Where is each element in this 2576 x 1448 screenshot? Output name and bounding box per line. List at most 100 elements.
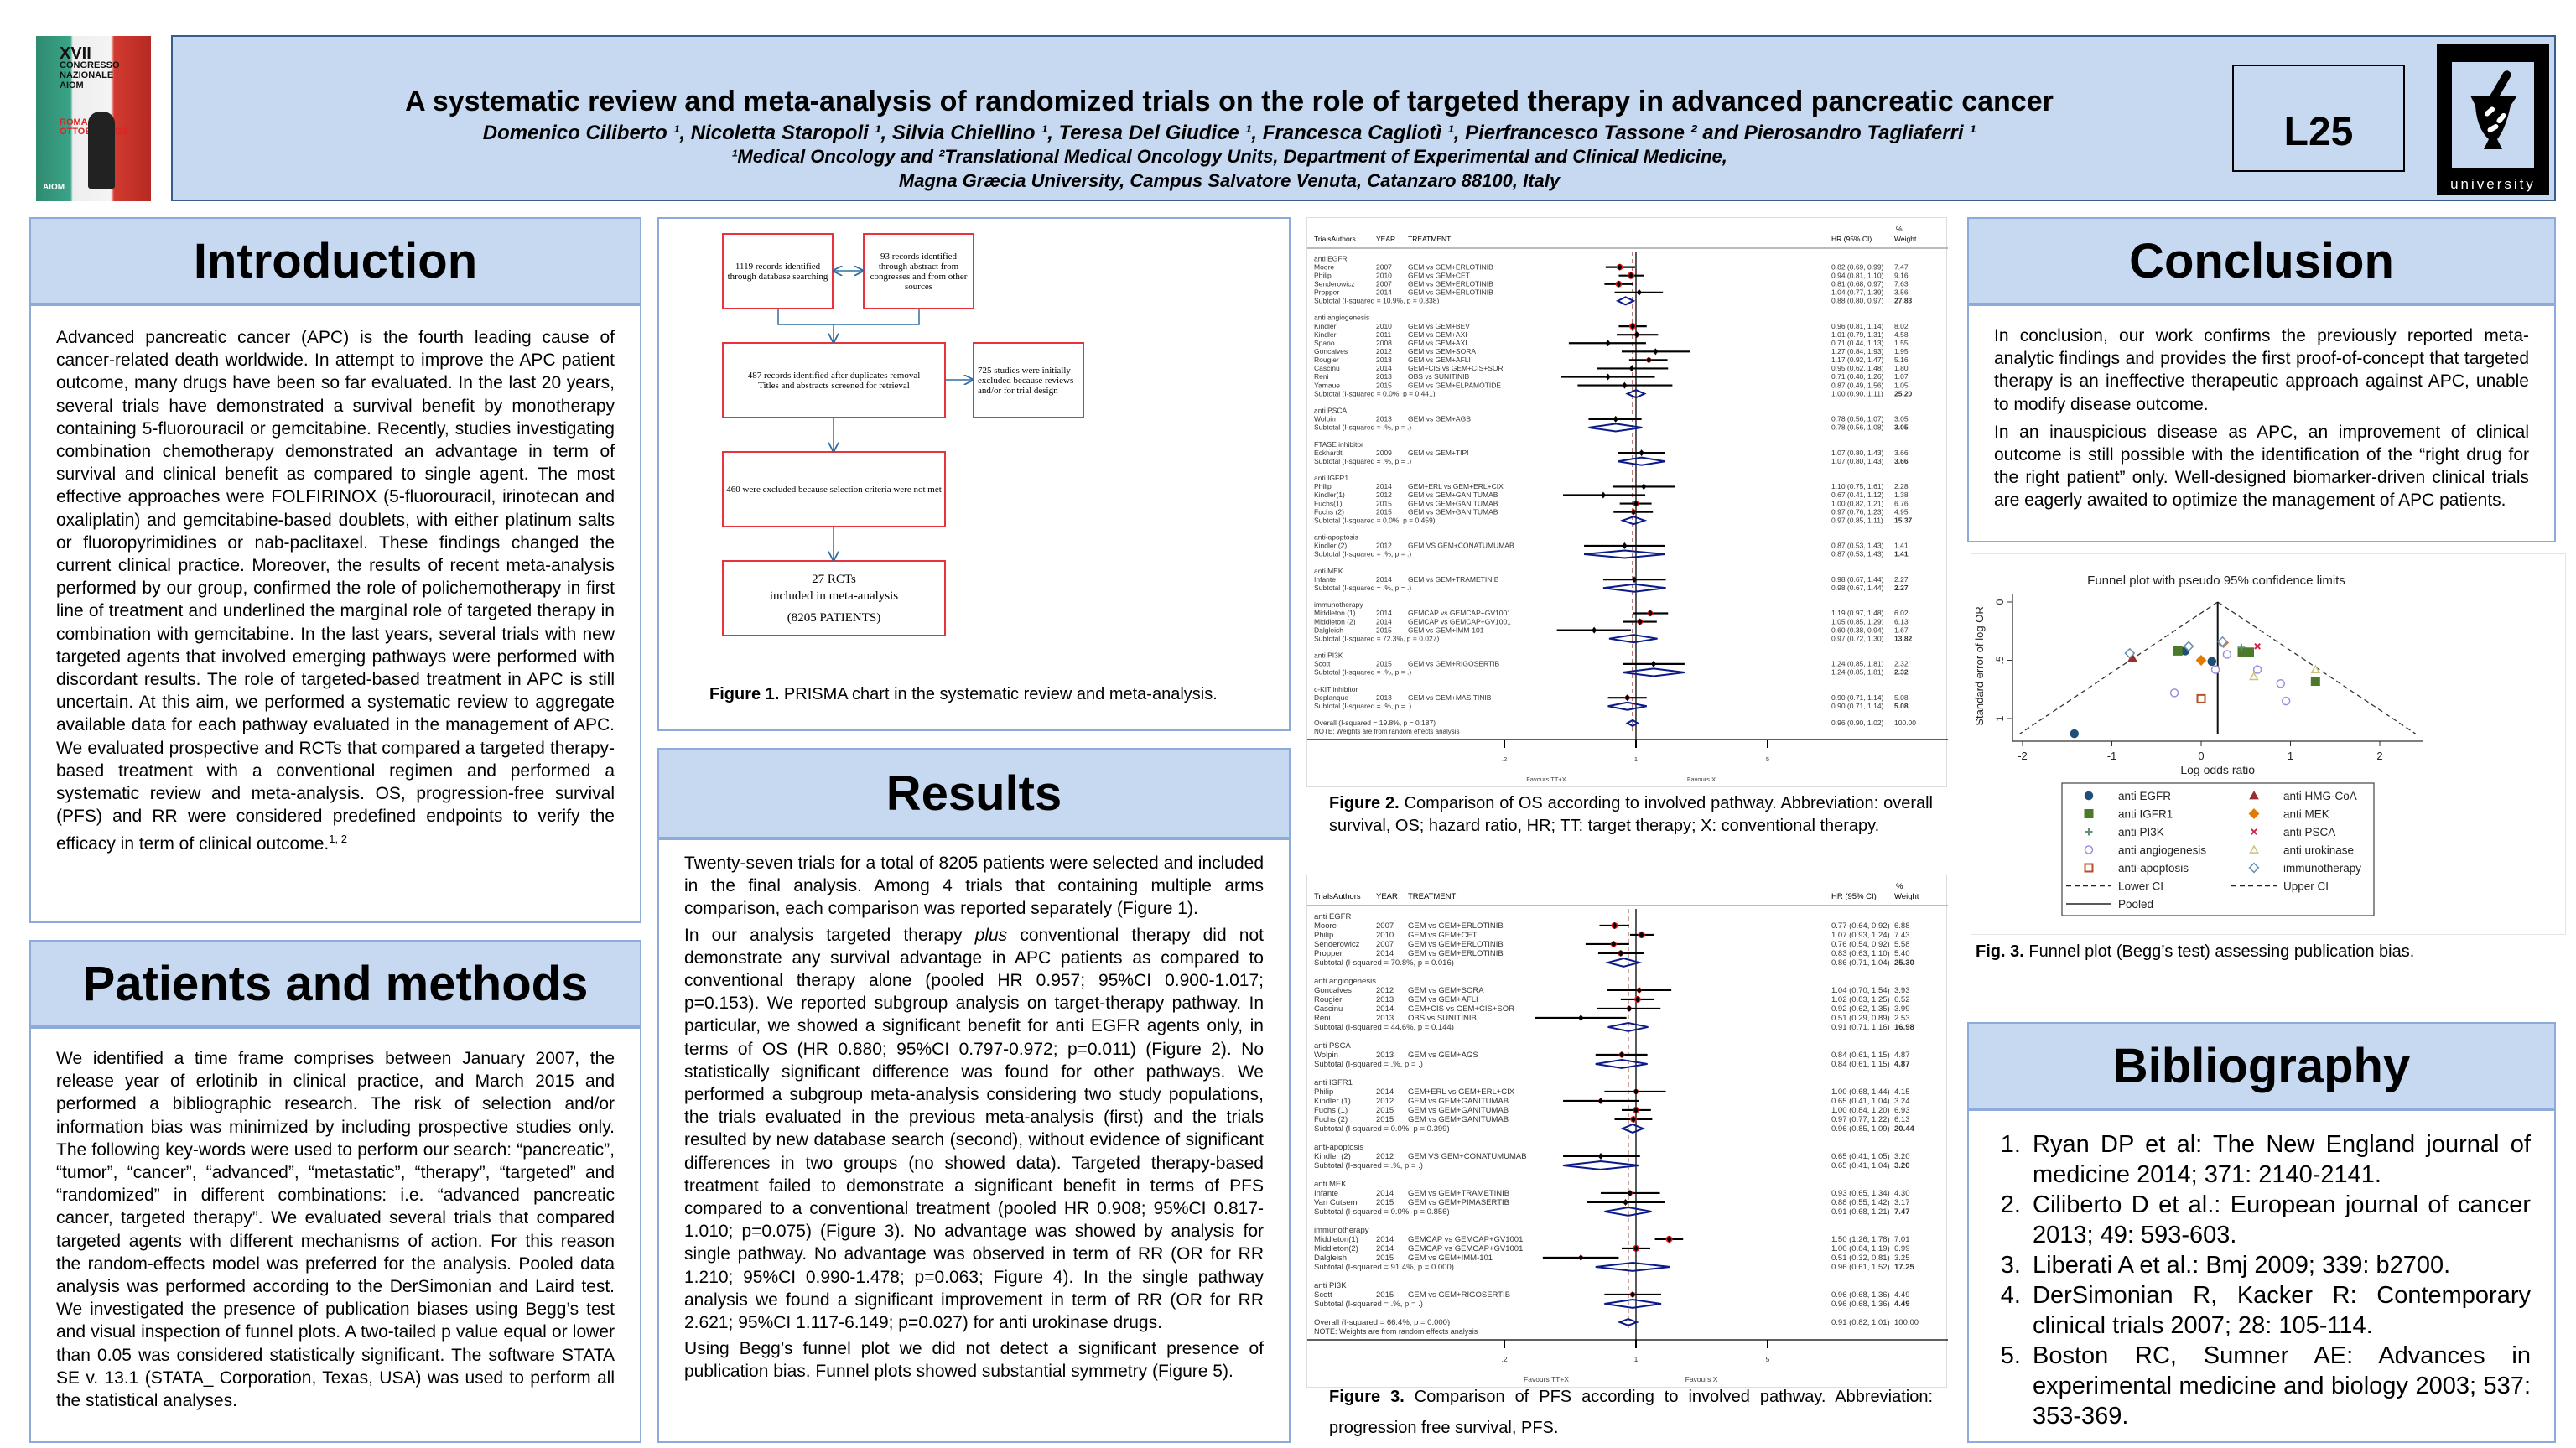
subtotal-label: Subtotal (I-squared = 0.0%, p = 0.459) [1314, 516, 1436, 524]
study-author: Middleton(2) [1314, 1244, 1358, 1253]
column-header-weight-percent: % [1896, 882, 1903, 891]
data-point [2217, 636, 2229, 647]
study-weight: 9.16 [1894, 271, 1909, 279]
data-point [2310, 664, 2321, 673]
data-point [2070, 729, 2080, 739]
prisma-text-other: 93 records identified through abstract f… [870, 251, 968, 292]
subgroup-label: anti MEK [1314, 567, 1343, 575]
subtotal-label: Subtotal (I-squared = .%, p = .) [1314, 668, 1411, 677]
effect-estimate: 1.10 (0.75, 1.61) [1831, 482, 1884, 490]
x-axis-label: Log odds ratio [2180, 763, 2255, 776]
study-author: Wolpin [1314, 415, 1336, 423]
funnel-title: Funnel plot with pseudo 95% confidence l… [2087, 573, 2345, 588]
effect-estimate: 0.96 (0.81, 1.14) [1831, 322, 1884, 330]
point-estimate [1634, 995, 1640, 1003]
study-year: 2013 [1376, 693, 1392, 702]
subtotal-label: Subtotal (I-squared = 44.6%, p = 0.144) [1314, 1023, 1454, 1032]
subtotal-label: Subtotal (I-squared = .%, p = .) [1314, 702, 1411, 710]
study-year: 2013 [1376, 1014, 1394, 1023]
subtotal-weight: 3.66 [1894, 457, 1909, 465]
study-year: 2015 [1376, 1198, 1394, 1207]
study-weight: 6.13 [1894, 617, 1909, 625]
subtotal-diamond [1620, 516, 1648, 526]
effect-estimate: 1.07 (0.80, 1.43) [1831, 457, 1884, 465]
study-author: Rougier [1314, 356, 1339, 364]
study-author: Rougier [1314, 995, 1342, 1004]
study-author: Kindler(1) [1314, 490, 1345, 499]
study-year: 2007 [1376, 921, 1394, 931]
study-treatment: GEM vs GEM+GANITUMAB [1408, 499, 1498, 507]
subgroup-label: c-KIT inhibitor [1314, 685, 1358, 693]
subgroup-label: anti-apoptosis [1314, 533, 1358, 542]
legend-marker [2249, 790, 2259, 800]
point-estimate [1592, 626, 1597, 634]
study-year: 2012 [1376, 542, 1392, 550]
point-estimate [1628, 272, 1633, 279]
effect-estimate: 1.07 (0.80, 1.43) [1831, 449, 1884, 457]
study-year: 2014 [1376, 575, 1392, 584]
effect-estimate: 0.65 (0.41, 1.04) [1831, 1161, 1890, 1170]
effect-estimate: 0.98 (0.67, 1.44) [1831, 575, 1884, 584]
overall-diamond [1625, 719, 1639, 728]
point-estimate [1616, 280, 1622, 288]
subtotal-weight: 3.05 [1894, 423, 1909, 432]
subtotal-weight: 2.32 [1894, 668, 1909, 677]
point-estimate [1623, 1198, 1628, 1206]
legend-marker [2249, 844, 2259, 854]
subgroup-label: anti-apoptosis [1314, 1143, 1363, 1152]
study-author: Goncalves [1314, 986, 1352, 995]
column-header-weight: Weight [1894, 892, 1919, 901]
study-author: Kindler [1314, 330, 1337, 339]
prisma-text-included: 27 RCTs included in meta-analysis (8205 PA… [769, 572, 899, 625]
study-year: 2014 [1376, 1004, 1394, 1014]
study-treatment: GEM vs GEM+CET [1408, 931, 1478, 940]
study-year: 2014 [1376, 1189, 1394, 1198]
study-weight: 1.41 [1894, 542, 1909, 550]
study-weight: 2.53 [1894, 1014, 1910, 1023]
effect-estimate: 0.97 (0.85, 1.11) [1831, 516, 1883, 524]
study-author: Fuchs (1) [1314, 1106, 1348, 1115]
study-author: Reni [1314, 1014, 1331, 1023]
legend-label: anti HMG-CoA [2283, 790, 2357, 802]
study-author: Fuchs (2) [1314, 507, 1344, 516]
study-year: 2012 [1376, 986, 1394, 995]
funnel-plot-figure: Funnel plot with pseudo 95% confidence l… [1971, 553, 2566, 935]
study-author: Scott [1314, 660, 1331, 668]
study-treatment: GEM vs GEM+TRAMETINIB [1408, 1189, 1509, 1198]
study-treatment: GEM+CIS vs GEM+CIS+SOR [1408, 364, 1504, 372]
subtotal-diamond [1604, 1206, 1652, 1217]
legend-marker [2248, 808, 2260, 819]
subtotal-diamond [1595, 1058, 1648, 1069]
subgroup-label: anti PI3K [1314, 651, 1343, 660]
study-author: Cascinu [1314, 1004, 1343, 1014]
subtotal-diamond [1620, 1123, 1646, 1134]
point-estimate [1617, 263, 1623, 271]
subtotal-label: Subtotal (I-squared = 70.8%, p = 0.016) [1314, 958, 1454, 968]
results-text-1: Twenty-seven trials for a total of 8205 … [684, 854, 1264, 919]
subtotal-weight: 27.83 [1894, 297, 1913, 305]
effect-estimate: 1.00 (0.84, 1.19) [1831, 1244, 1890, 1253]
study-author: Middleton (2) [1314, 617, 1356, 625]
study-treatment: GEM vs GEM+ERLOTINIB [1408, 949, 1504, 958]
study-weight: 3.66 [1894, 449, 1909, 457]
funnel-caption: Fig. 3. Funnel plot (Begg’s test) assess… [1976, 942, 2415, 961]
effect-estimate: 0.65 (0.41, 1.04) [1831, 1097, 1890, 1106]
effect-estimate: 0.97 (0.76, 1.23) [1831, 507, 1884, 516]
study-author: Fuchs (2) [1314, 1115, 1348, 1124]
subtotal-weight: 17.25 [1894, 1263, 1914, 1272]
legend-marker [2085, 828, 2093, 836]
study-year: 2009 [1376, 449, 1392, 457]
point-estimate [1605, 373, 1611, 381]
overall-label: Overall (I-squared = 19.8%, p = 0.187) [1314, 719, 1436, 727]
data-point [2173, 646, 2183, 656]
methods-heading: Patients and methods [29, 940, 641, 1027]
column-header-author: TrialsAuthors [1314, 892, 1361, 901]
study-year: 2014 [1376, 949, 1394, 958]
study-treatment: GEM vs GEM+BEV [1408, 322, 1470, 330]
study-weight: 3.93 [1894, 986, 1910, 995]
x-tick-label: 2 [2376, 750, 2382, 762]
effect-estimate: 1.02 (0.83, 1.25) [1831, 995, 1890, 1004]
study-treatment: GEM vs GEM+AXI [1408, 330, 1467, 339]
point-estimate [1647, 610, 1653, 617]
point-estimate [1633, 331, 1639, 339]
